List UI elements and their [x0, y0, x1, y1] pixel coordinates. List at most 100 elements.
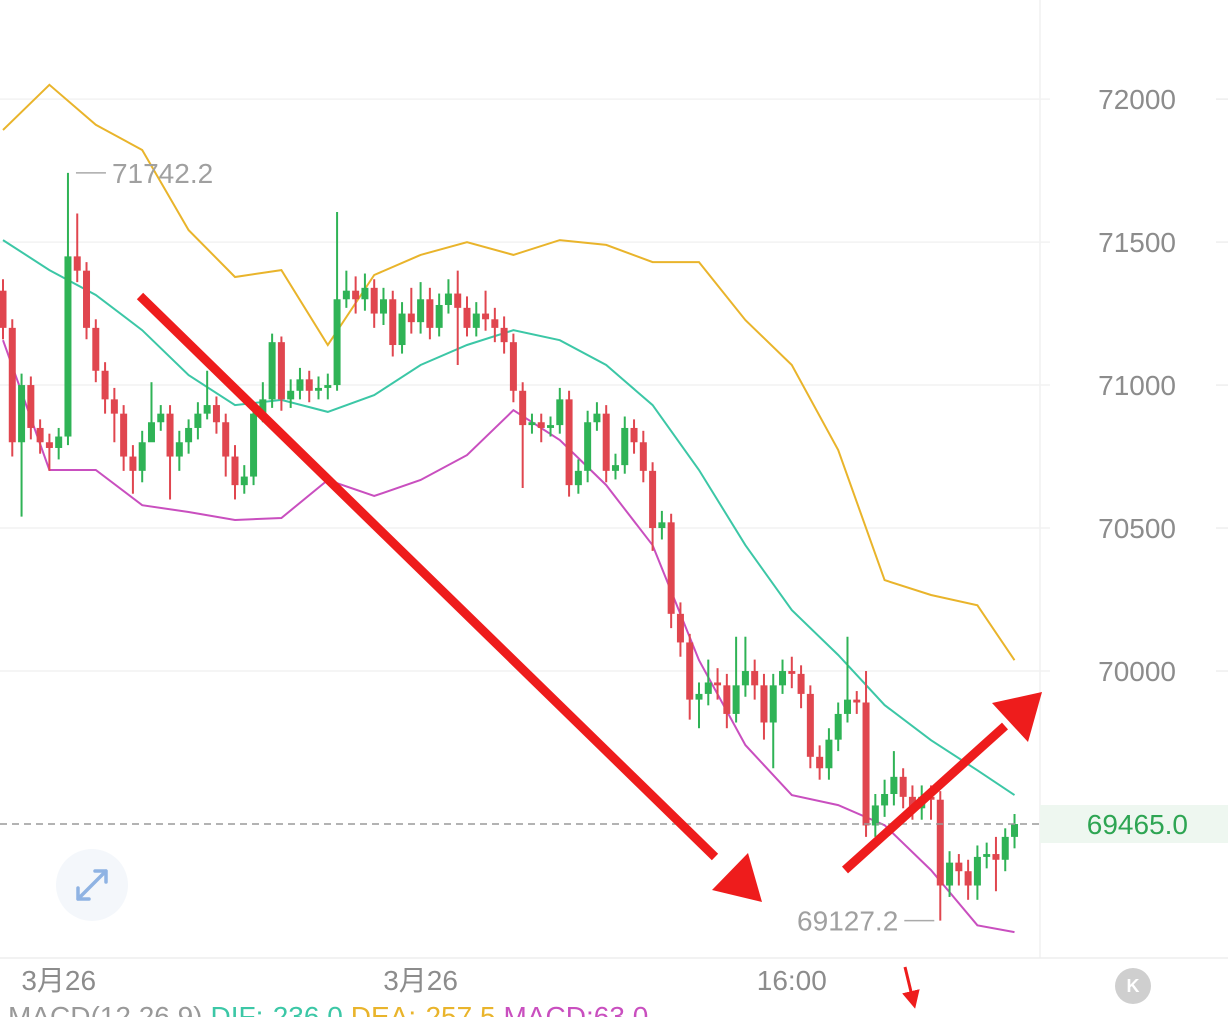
candle-body	[621, 427, 629, 466]
x-tick-label: 3月26	[383, 965, 458, 996]
candle-body	[936, 799, 944, 886]
candle-body	[407, 313, 415, 323]
candle-body	[908, 796, 916, 809]
candle-body	[45, 442, 53, 448]
candle-body	[732, 685, 740, 714]
candle-body	[194, 413, 202, 428]
k-button[interactable]: K	[1115, 968, 1151, 1004]
candle-body	[0, 290, 7, 328]
candle-body	[8, 327, 16, 443]
candle-body	[574, 470, 582, 486]
candle-body	[370, 287, 378, 314]
candle-body	[547, 425, 555, 428]
candle-body	[871, 805, 879, 826]
candle-body	[593, 413, 601, 423]
candle-body	[983, 854, 991, 857]
candle-body	[964, 871, 972, 886]
candle-body	[649, 470, 657, 529]
y-tick-label: 71000	[1098, 370, 1176, 401]
indicator-text: DIF:-236.0	[211, 1001, 343, 1017]
candle-body	[992, 854, 1000, 860]
candle-body	[825, 739, 833, 769]
candle-body	[537, 422, 545, 428]
y-tick-label: 70000	[1098, 656, 1176, 687]
candle-body	[862, 702, 870, 826]
candle-body	[73, 256, 81, 271]
candle-body	[444, 293, 452, 305]
x-tick-label: 3月26	[21, 965, 96, 996]
candle-body	[435, 304, 443, 328]
candle-body	[55, 436, 63, 448]
candle-body	[277, 342, 285, 400]
candle-body	[779, 671, 787, 686]
candle-body	[741, 671, 749, 686]
labels: 70000 70500 71000 71500 72000 3月26 3月26 16:00 71…	[0, 84, 1228, 1017]
candle-body	[834, 713, 842, 740]
candle-body	[602, 413, 610, 471]
up-arrow	[841, 722, 1009, 874]
candle-body	[203, 405, 211, 414]
candle-body	[751, 671, 759, 686]
candle-body	[296, 379, 304, 391]
candle-body	[686, 642, 694, 700]
candle-body	[714, 682, 722, 686]
candle-body	[157, 413, 165, 423]
high-marker-label: 71742.2	[112, 158, 213, 189]
candle-body	[259, 399, 267, 414]
candle-body	[101, 370, 109, 400]
svg-text:K: K	[1127, 976, 1140, 996]
candle-body	[231, 456, 239, 486]
indicator-text: DEA:-257.5	[351, 1001, 496, 1017]
indicator-text: MACD(12,26,9)	[8, 1001, 203, 1017]
candle-body	[769, 685, 777, 723]
candle-body	[120, 413, 128, 457]
expand-button[interactable]	[56, 849, 128, 921]
candle-body	[36, 427, 44, 443]
candle-body	[361, 287, 369, 300]
y-tick-label: 70500	[1098, 513, 1176, 544]
candle-body	[147, 422, 155, 443]
candle-body	[379, 299, 387, 314]
candle-body	[946, 862, 954, 886]
band-line	[2, 339, 1015, 934]
candle-body	[853, 699, 861, 703]
candle-body	[305, 379, 313, 391]
candle-body	[639, 442, 647, 471]
candle-body	[389, 299, 397, 346]
candle-body	[315, 387, 323, 391]
candle-body	[1011, 824, 1019, 837]
x-tick-label: 16:00	[757, 965, 827, 996]
candle-body	[676, 613, 684, 643]
candle-body	[519, 390, 527, 426]
candle-body	[667, 522, 675, 614]
candle-body	[352, 290, 360, 300]
candle-body	[83, 270, 91, 328]
candle-body	[816, 756, 824, 769]
candle-body	[175, 442, 183, 457]
candle-body	[565, 399, 573, 486]
last-price-box	[1040, 805, 1228, 844]
candle-body	[185, 427, 193, 443]
candle-body	[92, 327, 100, 371]
candle-body	[695, 693, 703, 700]
band-line	[2, 239, 1016, 796]
candle-body	[287, 390, 295, 400]
last-price-label: 69465.0	[1087, 809, 1188, 840]
candle-body	[843, 699, 851, 714]
candle-body	[417, 299, 425, 323]
candle-body	[973, 856, 981, 886]
candle-body	[426, 299, 434, 328]
candle-body	[955, 862, 963, 872]
candle-body	[1001, 836, 1009, 860]
candle-body	[723, 685, 731, 714]
candle-body	[556, 399, 564, 426]
candle-body	[760, 685, 768, 723]
candle-body	[472, 313, 480, 328]
candle-body	[333, 299, 341, 386]
candle-body	[212, 405, 220, 423]
candle-body	[704, 682, 712, 694]
bands	[2, 83, 1016, 934]
candle-body	[611, 465, 619, 471]
candle-body	[630, 427, 638, 443]
